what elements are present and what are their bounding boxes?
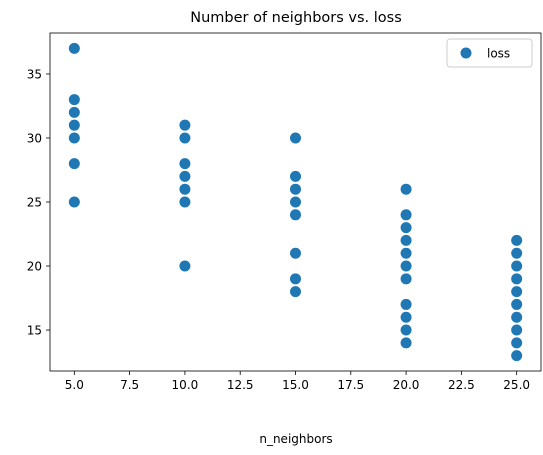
data-point xyxy=(511,260,523,272)
data-point xyxy=(290,170,301,182)
data-point xyxy=(68,196,80,208)
data-point xyxy=(511,286,523,298)
data-point xyxy=(400,337,412,349)
legend-box xyxy=(446,38,533,68)
data-point xyxy=(511,311,523,323)
data-point xyxy=(400,298,412,310)
x-axis-label: n_neighbors xyxy=(259,432,332,446)
plot-frame xyxy=(49,32,542,372)
data-point xyxy=(400,273,412,285)
data-point xyxy=(68,158,80,170)
axis-ticks: 5.0 7.5 10.0 12.5 15.0 17.5 20.0 22.5 25.0 15 20 25… xyxy=(27,67,530,392)
data-point xyxy=(400,260,412,272)
data-point xyxy=(400,222,412,234)
data-point xyxy=(68,106,80,118)
data-point xyxy=(400,234,412,246)
data-point xyxy=(400,324,412,336)
data-point xyxy=(179,183,191,195)
legend-marker xyxy=(460,47,472,59)
x-tick-label: 5.0 xyxy=(65,378,84,392)
x-tick-label: 10.0 xyxy=(172,378,199,392)
x-tick-label: 15.0 xyxy=(282,378,309,392)
data-point xyxy=(179,260,191,272)
data-point xyxy=(290,196,301,208)
data-points xyxy=(68,42,523,362)
data-point xyxy=(511,298,523,310)
x-tick-label: 12.5 xyxy=(227,378,254,392)
data-point xyxy=(68,132,80,144)
data-point xyxy=(511,273,523,285)
data-point xyxy=(290,286,301,298)
data-point xyxy=(511,247,523,259)
data-point xyxy=(68,119,80,131)
data-point xyxy=(179,132,191,144)
y-tick-label: 30 xyxy=(27,131,42,145)
x-tick-label: 25.0 xyxy=(503,378,530,392)
data-point xyxy=(400,183,412,195)
data-point xyxy=(68,94,80,106)
data-point xyxy=(511,337,523,349)
data-point xyxy=(290,273,301,285)
x-tick-label: 17.5 xyxy=(337,378,364,392)
data-point xyxy=(290,209,301,221)
x-tick-label: 20.0 xyxy=(393,378,420,392)
data-point xyxy=(68,42,80,54)
data-point xyxy=(290,183,301,195)
x-tick-label: 7.5 xyxy=(120,378,139,392)
chart-title: Number of neighbors vs. loss xyxy=(190,10,402,26)
data-point xyxy=(400,247,412,259)
data-point xyxy=(179,119,191,131)
y-tick-label: 25 xyxy=(27,196,42,210)
data-point xyxy=(511,324,523,336)
data-point xyxy=(179,158,191,170)
data-point xyxy=(179,170,191,182)
y-tick-label: 15 xyxy=(27,324,42,338)
data-point xyxy=(511,350,523,362)
x-tick-label: 22.5 xyxy=(448,378,475,392)
data-point xyxy=(400,209,412,221)
y-tick-label: 20 xyxy=(27,260,42,274)
legend-label: loss xyxy=(487,47,510,61)
y-tick-label: 35 xyxy=(27,67,42,81)
data-point xyxy=(179,196,191,208)
legend: loss xyxy=(446,38,533,68)
data-point xyxy=(290,247,301,259)
data-point xyxy=(400,311,412,323)
data-point xyxy=(290,132,301,144)
data-point xyxy=(511,234,523,246)
